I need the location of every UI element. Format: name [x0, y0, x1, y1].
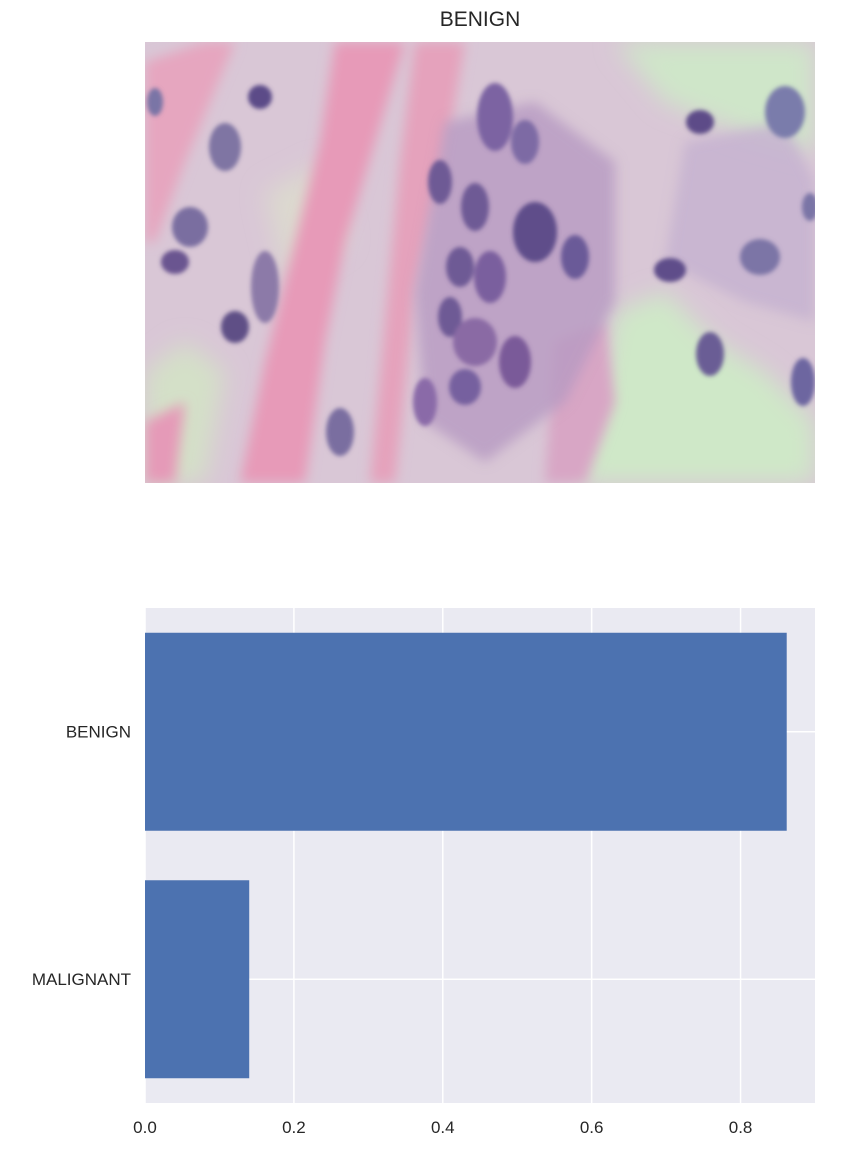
- x-tick-label: 0.2: [282, 1118, 306, 1137]
- x-tick-labels: 0.0 0.2 0.4 0.6 0.8: [133, 1118, 752, 1137]
- image-title: BENIGN: [439, 8, 521, 31]
- y-tick-label: MALIGNANT: [32, 970, 131, 989]
- y-tick-labels: BENIGN MALIGNANT: [32, 722, 131, 989]
- bar-malignant: [145, 880, 250, 1079]
- x-tick-label: 0.0: [133, 1118, 157, 1137]
- x-tick-label: 0.6: [580, 1118, 604, 1137]
- histology-image-icon: [145, 42, 815, 483]
- x-tick-label: 0.8: [729, 1118, 753, 1137]
- x-tick-label: 0.4: [431, 1118, 455, 1137]
- y-tick-label: BENIGN: [66, 722, 131, 741]
- histology-image: [145, 42, 815, 483]
- bars: [145, 632, 787, 1079]
- bar-benign: [145, 632, 787, 831]
